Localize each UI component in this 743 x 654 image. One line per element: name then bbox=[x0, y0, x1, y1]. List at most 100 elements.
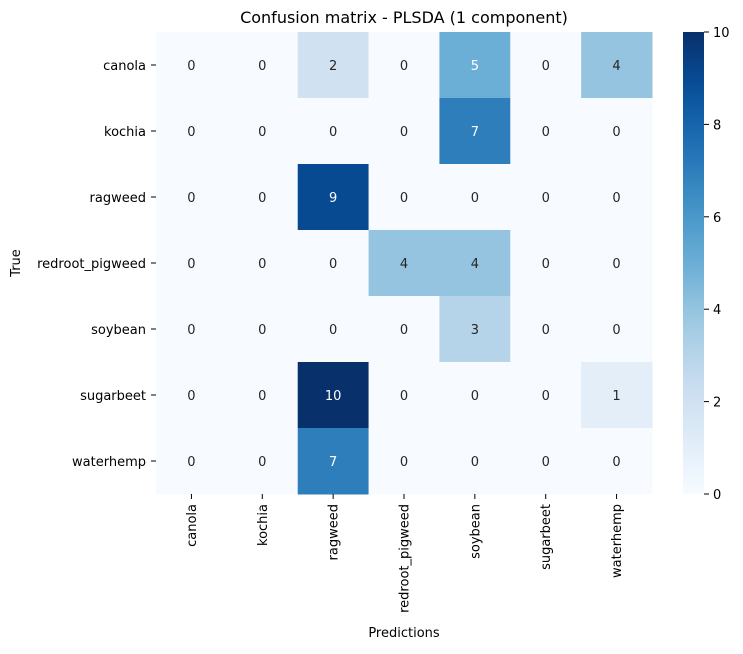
heatmap-cell bbox=[581, 428, 653, 495]
cell-value-label: 0 bbox=[542, 59, 550, 74]
cell-value-label: 0 bbox=[542, 389, 550, 404]
x-tick-label: redroot_pigweed bbox=[398, 504, 413, 613]
heatmap-cell bbox=[368, 32, 440, 99]
cell-value-label: 0 bbox=[258, 191, 266, 206]
cell-value-label: 0 bbox=[400, 59, 408, 74]
heatmap-cell bbox=[510, 98, 582, 165]
colorbar-tick-label: 0 bbox=[713, 488, 721, 503]
heatmap-cell bbox=[297, 296, 370, 363]
cell-value-label: 10 bbox=[325, 389, 342, 404]
heatmap-cell bbox=[439, 164, 511, 231]
heatmap-cell bbox=[581, 230, 653, 297]
cell-value-label: 0 bbox=[187, 59, 195, 74]
colorbar-tick-label: 8 bbox=[713, 118, 721, 133]
heatmap-cell bbox=[439, 98, 511, 165]
heatmap-cell bbox=[368, 230, 440, 297]
heatmap-cell bbox=[226, 296, 299, 363]
cell-value-label: 0 bbox=[471, 389, 479, 404]
cell-value-label: 0 bbox=[258, 125, 266, 140]
cell-value-label: 0 bbox=[400, 191, 408, 206]
y-tick-label: sugarbeet bbox=[80, 389, 146, 404]
colorbar-tick-label: 4 bbox=[713, 303, 721, 318]
x-axis: canola kochia ragweed redroot_pigweed soybea… bbox=[185, 494, 625, 613]
heatmap-cell bbox=[581, 164, 653, 231]
heatmap-cell bbox=[156, 296, 228, 363]
heatmap-cell bbox=[226, 362, 299, 429]
heatmap-cell bbox=[510, 296, 582, 363]
y-tick-label: kochia bbox=[104, 125, 146, 140]
heatmap-cell bbox=[510, 164, 582, 231]
heatmap-cell bbox=[297, 32, 370, 99]
cell-value-label: 0 bbox=[612, 125, 620, 140]
cell-value-label: 3 bbox=[471, 323, 479, 338]
cell-value-label: 0 bbox=[329, 125, 337, 140]
cell-value-label: 0 bbox=[258, 389, 266, 404]
cell-value-label: 0 bbox=[329, 323, 337, 338]
heatmap-cells: 0 0 2 0 5 0 40 0 0 0 7 0 00 0 9 0 0 0 00 0 0 4 4 0 00 0 0 0 3 0 00 0 10 0… bbox=[156, 32, 653, 495]
cell-value-label: 0 bbox=[258, 257, 266, 272]
x-tick-label: ragweed bbox=[327, 504, 342, 560]
colorbar: 0 2 4 6 8 10 bbox=[683, 26, 730, 503]
cell-value-label: 0 bbox=[542, 455, 550, 470]
x-axis-label: Predictions bbox=[368, 626, 440, 641]
cell-value-label: 0 bbox=[258, 59, 266, 74]
cell-value-label: 0 bbox=[329, 257, 337, 272]
cell-value-label: 0 bbox=[542, 323, 550, 338]
cell-value-label: 0 bbox=[400, 323, 408, 338]
y-tick-label: ragweed bbox=[90, 191, 146, 206]
x-tick-label: canola bbox=[185, 504, 200, 547]
heatmap-cell bbox=[226, 428, 299, 495]
x-tick-label: sugarbeet bbox=[539, 504, 554, 570]
heatmap-cell bbox=[156, 362, 228, 429]
cell-value-label: 2 bbox=[329, 59, 337, 74]
cell-value-label: 0 bbox=[187, 455, 195, 470]
cell-value-label: 0 bbox=[258, 455, 266, 470]
cell-value-label: 0 bbox=[542, 191, 550, 206]
y-axis: canola kochia ragweed redroot_pigweedsoybea… bbox=[37, 59, 156, 470]
cell-value-label: 0 bbox=[542, 125, 550, 140]
heatmap-cell bbox=[156, 428, 228, 495]
heatmap-cell bbox=[226, 164, 299, 231]
x-tick-label: soybean bbox=[468, 504, 483, 559]
cell-value-label: 0 bbox=[400, 455, 408, 470]
cell-value-label: 7 bbox=[471, 125, 479, 140]
heatmap-cell bbox=[297, 98, 370, 165]
heatmap-cell bbox=[439, 428, 511, 495]
cell-value-label: 0 bbox=[400, 389, 408, 404]
heatmap-cell bbox=[297, 362, 370, 429]
heatmap-cell bbox=[510, 428, 582, 495]
cell-value-label: 0 bbox=[612, 257, 620, 272]
cell-value-label: 0 bbox=[471, 191, 479, 206]
x-tick-label: kochia bbox=[256, 504, 271, 546]
heatmap-cell bbox=[581, 296, 653, 363]
heatmap-cell bbox=[156, 164, 228, 231]
cell-value-label: 0 bbox=[612, 455, 620, 470]
heatmap-cell bbox=[581, 98, 653, 165]
heatmap-cell bbox=[226, 98, 299, 165]
cell-value-label: 4 bbox=[612, 59, 620, 74]
chart-title: Confusion matrix - PLSDA (1 component) bbox=[240, 8, 568, 27]
heatmap-cell bbox=[510, 230, 582, 297]
cell-value-label: 0 bbox=[471, 455, 479, 470]
heatmap-cell bbox=[368, 98, 440, 165]
heatmap-cell bbox=[439, 296, 511, 363]
y-axis-label: True bbox=[9, 249, 24, 278]
cell-value-label: 4 bbox=[471, 257, 479, 272]
heatmap-cell bbox=[226, 230, 299, 297]
cell-value-label: 0 bbox=[187, 125, 195, 140]
cell-value-label: 0 bbox=[187, 191, 195, 206]
heatmap-cell bbox=[368, 164, 440, 231]
cell-value-label: 0 bbox=[258, 323, 266, 338]
cell-value-label: 0 bbox=[400, 125, 408, 140]
cell-value-label: 7 bbox=[329, 455, 337, 470]
cell-value-label: 9 bbox=[329, 191, 337, 206]
cell-value-label: 0 bbox=[612, 191, 620, 206]
cell-value-label: 5 bbox=[471, 59, 479, 74]
heatmap-cell bbox=[226, 32, 299, 99]
heatmap-cell bbox=[439, 230, 511, 297]
cell-value-label: 0 bbox=[612, 323, 620, 338]
cell-value-label: 0 bbox=[187, 323, 195, 338]
heatmap-cell bbox=[297, 428, 370, 495]
